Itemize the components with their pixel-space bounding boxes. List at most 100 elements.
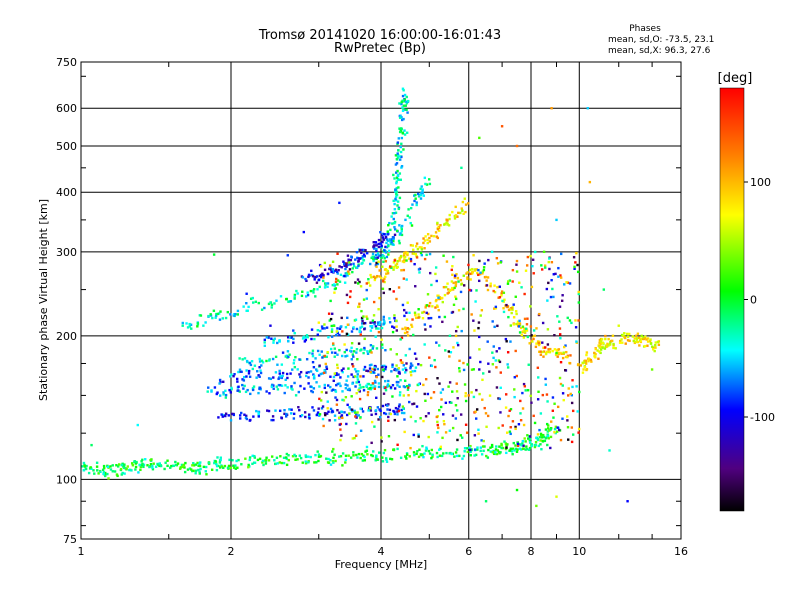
data-point [420, 248, 424, 251]
data-point [396, 443, 399, 446]
data-point [527, 363, 530, 366]
data-point [577, 431, 580, 434]
data-point [180, 463, 184, 467]
data-point [497, 296, 500, 299]
data-point [368, 284, 372, 287]
data-point [401, 327, 404, 331]
data-point [414, 366, 418, 369]
data-point [174, 463, 178, 467]
data-point [554, 431, 557, 435]
data-point [550, 420, 553, 423]
data-point [122, 464, 126, 467]
data-point [541, 436, 544, 439]
data-point [405, 452, 409, 455]
data-point [539, 350, 542, 353]
data-point [643, 337, 647, 340]
data-point [89, 466, 92, 469]
data-point [192, 462, 195, 465]
data-point [401, 99, 404, 102]
data-point [448, 401, 452, 404]
data-point [329, 317, 333, 321]
data-point [375, 375, 378, 379]
data-point [318, 397, 321, 401]
data-point [547, 281, 550, 285]
data-point [558, 320, 561, 323]
data-point [456, 409, 459, 412]
data-point [505, 340, 508, 343]
data-point [545, 350, 549, 354]
data-point [222, 380, 225, 383]
data-point [575, 385, 578, 388]
data-point [454, 282, 458, 286]
data-point [417, 308, 420, 311]
data-point [374, 264, 378, 267]
data-point [555, 218, 558, 222]
data-point [445, 221, 448, 224]
data-point [390, 215, 393, 218]
data-point [350, 255, 353, 258]
data-point [247, 465, 250, 469]
data-point [423, 239, 427, 242]
data-point [477, 268, 480, 272]
data-point [377, 382, 381, 385]
data-point [560, 352, 563, 356]
data-point [360, 325, 364, 328]
data-point [419, 363, 423, 367]
data-point [330, 335, 334, 338]
data-point [475, 417, 478, 420]
data-point [530, 443, 534, 446]
data-point [389, 228, 392, 232]
data-point [373, 276, 377, 280]
data-point [414, 313, 417, 317]
data-point [305, 334, 309, 337]
data-point [461, 200, 465, 204]
data-point [348, 268, 352, 271]
data-point [507, 308, 511, 312]
data-point [259, 369, 262, 372]
data-point [386, 404, 389, 407]
data-point [364, 248, 367, 252]
data-point [463, 450, 466, 453]
data-point [468, 288, 471, 292]
data-point [345, 348, 348, 352]
data-point [405, 102, 409, 105]
data-point [376, 406, 380, 409]
data-point [265, 359, 268, 363]
data-point [498, 445, 501, 448]
data-point [541, 321, 545, 325]
data-point [359, 456, 362, 460]
data-point [372, 450, 375, 453]
data-point [529, 394, 532, 398]
data-point [510, 307, 513, 310]
data-point [279, 295, 283, 298]
data-point [459, 211, 462, 215]
data-point [393, 208, 397, 211]
data-point [389, 348, 392, 351]
data-point [308, 417, 311, 420]
data-point [439, 445, 443, 448]
data-point [406, 388, 410, 391]
data-point [261, 461, 264, 464]
data-point [561, 384, 564, 387]
data-point [555, 430, 559, 433]
data-point [359, 407, 362, 410]
data-point [546, 328, 550, 331]
data-point [358, 280, 361, 284]
data-point [651, 348, 655, 351]
data-point [415, 242, 419, 245]
data-point [527, 448, 531, 451]
x-axis-label: Frequency [MHz] [335, 558, 427, 571]
data-point [387, 253, 390, 256]
data-point [430, 283, 433, 287]
data-point [101, 468, 105, 471]
data-point [387, 244, 390, 248]
data-point [334, 333, 338, 337]
data-point [408, 400, 411, 404]
data-point [392, 409, 395, 413]
data-point [329, 385, 332, 389]
data-point [370, 351, 373, 354]
data-point [566, 355, 569, 359]
data-point [253, 364, 257, 367]
data-point [530, 401, 533, 404]
data-point [586, 107, 589, 110]
